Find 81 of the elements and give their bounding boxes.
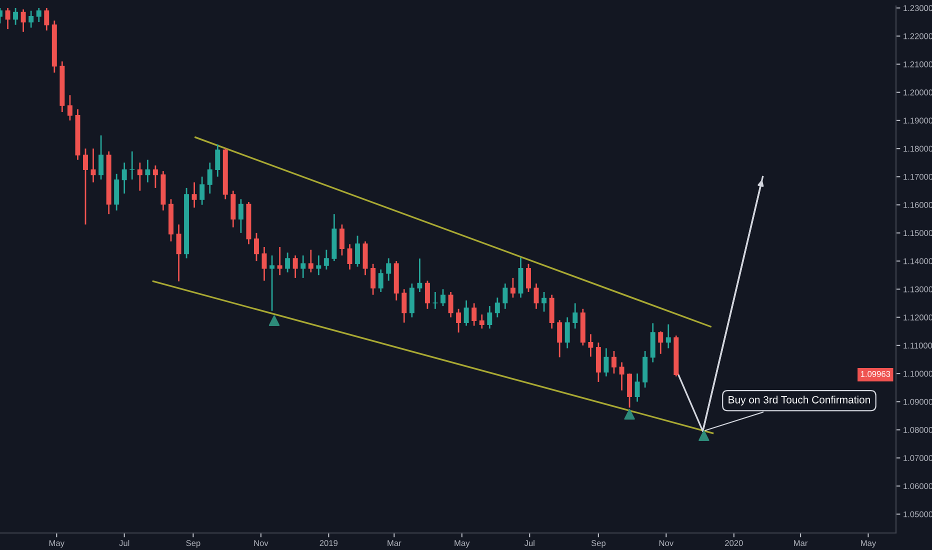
candlestick (494, 296, 500, 318)
candlestick (588, 333, 594, 358)
candlestick (254, 232, 259, 262)
candlestick (658, 330, 664, 355)
x-tick-label: Nov (659, 540, 674, 546)
candlestick (122, 162, 127, 194)
candlestick (20, 8, 26, 33)
candlestick (472, 302, 477, 326)
x-tick-label: May (454, 540, 470, 548)
candlestick (316, 254, 322, 276)
candlestick (192, 182, 197, 208)
candlestick (270, 254, 275, 312)
candlestick (557, 319, 562, 358)
candlestick (487, 305, 492, 330)
candlestick (572, 302, 578, 330)
candlestick (448, 291, 454, 318)
candlestick (417, 258, 422, 293)
candlestick (542, 291, 547, 312)
candlestick (83, 148, 88, 226)
x-tick-label: Sep (591, 540, 606, 548)
x-tick-label: May (49, 540, 64, 548)
x-tick-label: Jul (119, 540, 130, 546)
annotation: 1.09963 (860, 371, 890, 377)
candlestick (145, 159, 150, 184)
candlestick (292, 254, 298, 279)
x-tick-label: 2020 (725, 540, 743, 546)
candlestick (666, 324, 671, 349)
candlestick (440, 288, 446, 307)
x-tick-label: Mar (388, 540, 402, 546)
candlestick (137, 162, 142, 192)
candlestick (13, 7, 18, 26)
candlestick (285, 252, 290, 274)
candlestick (634, 372, 640, 402)
candlestick (347, 243, 352, 270)
candlestick (207, 162, 212, 194)
candlestick (510, 277, 516, 298)
x-tick-label: Mar (794, 540, 808, 546)
candlestick (432, 291, 438, 310)
point (698, 430, 710, 442)
candlestick (44, 7, 50, 32)
candlestick (238, 198, 244, 234)
candlestick (619, 362, 624, 392)
candlestick (502, 282, 508, 310)
candlestick (355, 235, 360, 268)
candlestick (378, 268, 384, 293)
candlestick (564, 316, 570, 349)
x-tick-label: 2019 (320, 540, 338, 546)
candlestick (308, 249, 314, 274)
candlestick (324, 249, 329, 270)
candlestick (152, 164, 158, 189)
candlestick (339, 224, 344, 256)
candlestick (612, 350, 616, 374)
candlestick (215, 144, 220, 178)
candlestick (604, 348, 609, 378)
y-tick-label: 1.11000 (904, 342, 932, 349)
x-tick-label: Nov (254, 540, 268, 546)
candlestick (98, 134, 104, 180)
candlestick (627, 372, 632, 408)
candlestick (277, 246, 282, 276)
candlestick (5, 7, 10, 30)
candlestick (200, 176, 205, 206)
candlestick (300, 254, 306, 279)
candlestick (526, 263, 531, 293)
x-tick-label: May (861, 540, 876, 548)
point (268, 315, 280, 326)
candlestick (402, 288, 407, 324)
candlestick (479, 314, 484, 330)
x-tick-label: Jul (524, 540, 534, 546)
candlestick (464, 300, 469, 326)
candlestick (370, 263, 376, 296)
candlestick (424, 280, 430, 310)
candlestick (36, 7, 42, 23)
candlestick (176, 224, 182, 282)
x-tick-label: Sep (186, 540, 200, 548)
point (624, 408, 635, 420)
candlestick (28, 10, 34, 28)
annotation: Buy on 3rd Touch Confirmation (728, 396, 870, 406)
candlestick (456, 308, 462, 334)
candlestick (534, 282, 539, 310)
candlestick (67, 94, 72, 122)
candlestick (386, 258, 392, 282)
